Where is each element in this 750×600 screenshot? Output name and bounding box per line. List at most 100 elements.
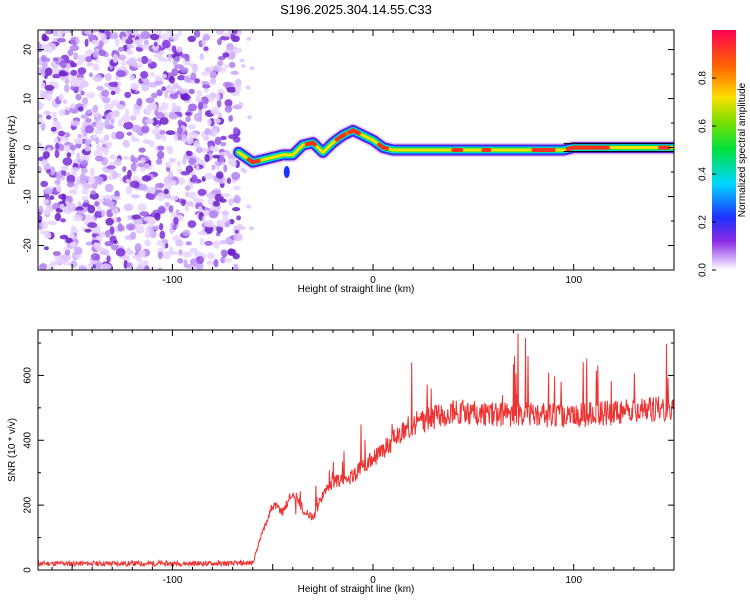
- noise-speckle: [191, 174, 198, 183]
- noise-speckle: [71, 167, 80, 173]
- noise-speckle: [87, 204, 96, 214]
- y-tick-label: 0: [23, 144, 34, 150]
- noise-speckle: [66, 152, 72, 158]
- noise-speckle: [206, 118, 212, 126]
- noise-speckle: [84, 38, 89, 47]
- noise-speckle: [180, 199, 186, 207]
- noise-speckle: [65, 144, 71, 154]
- noise-speckle: [168, 170, 174, 180]
- noise-speckle: [211, 146, 219, 153]
- noise-speckle: [86, 109, 92, 115]
- noise-speckle: [122, 166, 127, 172]
- noise-speckle: [156, 192, 165, 202]
- noise-speckle: [46, 115, 52, 120]
- noise-speckle: [77, 54, 88, 63]
- noise-speckle: [232, 207, 241, 212]
- noise-speckle: [209, 77, 217, 85]
- noise-speckle: [100, 263, 111, 270]
- noise-speckle: [179, 88, 189, 94]
- noise-speckle: [84, 144, 92, 152]
- noise-speckle: [159, 129, 166, 135]
- noise-speckle: [101, 89, 110, 97]
- noise-speckle: [217, 56, 226, 61]
- noise-speckle: [73, 182, 79, 190]
- noise-speckle: [88, 176, 96, 185]
- y-tick-label: 0: [23, 567, 34, 573]
- noise-speckle: [135, 225, 145, 234]
- snr-x-label: Height of straight line (km): [298, 584, 415, 595]
- noise-speckle: [212, 154, 221, 159]
- noise-speckle: [44, 163, 51, 170]
- noise-speckle: [164, 201, 170, 207]
- noise-speckle: [136, 57, 142, 63]
- noise-speckle: [109, 154, 117, 160]
- noise-speckle: [125, 247, 132, 255]
- noise-speckle: [198, 101, 203, 110]
- noise-speckle: [229, 218, 235, 225]
- noise-speckle: [161, 33, 170, 42]
- ridge-spur: [283, 166, 290, 179]
- x-tick-label: 0: [370, 275, 376, 286]
- y-tick-label: 20: [23, 44, 34, 56]
- noise-speckle: [151, 128, 161, 135]
- noise-speckle: [203, 87, 210, 93]
- noise-speckle: [69, 241, 77, 247]
- noise-speckle: [126, 30, 133, 34]
- noise-speckle: [92, 74, 103, 82]
- noise-speckle: [87, 222, 98, 229]
- noise-speckle: [147, 81, 156, 88]
- noise-speckle: [143, 39, 149, 46]
- noise-speckle: [98, 30, 105, 33]
- noise-speckle: [169, 158, 174, 163]
- noise-speckle: [217, 38, 222, 46]
- noise-speckle: [124, 38, 134, 45]
- noise-speckle: [199, 53, 204, 61]
- noise-speckle: [220, 142, 227, 147]
- noise-speckle: [177, 75, 186, 81]
- noise-speckle: [130, 135, 136, 142]
- noise-speckle: [67, 49, 74, 56]
- noise-speckle: [75, 77, 86, 83]
- noise-speckle: [155, 75, 160, 81]
- noise-speckle: [39, 89, 44, 95]
- noise-speckle: [188, 191, 197, 200]
- noise-speckle: [115, 248, 126, 257]
- noise-speckle: [159, 57, 170, 63]
- noise-speckle: [147, 58, 153, 64]
- noise-speckle: [157, 267, 163, 270]
- noise-speckle: [99, 137, 106, 144]
- noise-speckle: [126, 44, 135, 49]
- noise-speckle: [188, 88, 195, 95]
- noise-speckle: [182, 251, 192, 258]
- noise-speckle: [80, 90, 85, 96]
- noise-speckle: [181, 94, 191, 101]
- noise-speckle: [194, 78, 200, 84]
- noise-speckle: [126, 50, 134, 55]
- noise-speckle: [103, 134, 110, 142]
- noise-speckle: [118, 118, 123, 128]
- noise-speckle: [105, 113, 112, 121]
- noise-speckle: [61, 193, 66, 203]
- noise-speckle: [141, 84, 150, 92]
- noise-speckle: [53, 117, 58, 122]
- noise-speckle: [126, 131, 133, 136]
- noise-speckle: [189, 247, 199, 254]
- noise-speckle: [94, 176, 104, 185]
- noise-speckle: [171, 68, 179, 77]
- noise-speckle: [213, 118, 221, 124]
- noise-speckle: [206, 192, 217, 199]
- noise-speckle: [159, 117, 169, 125]
- noise-speckle: [52, 73, 61, 79]
- y-tick-label: -10: [23, 189, 34, 204]
- ridge-peak: [246, 157, 261, 165]
- noise-speckle: [176, 46, 183, 53]
- snr-y-label: SNR (10 * v/v): [7, 418, 18, 482]
- noise-speckle: [246, 37, 252, 41]
- noise-speckle: [55, 142, 60, 150]
- noise-speckle: [142, 139, 150, 144]
- noise-speckle: [104, 103, 114, 111]
- noise-speckle: [126, 262, 133, 268]
- noise-speckle: [61, 137, 70, 142]
- noise-speckle: [161, 86, 166, 92]
- noise-speckle: [103, 147, 109, 156]
